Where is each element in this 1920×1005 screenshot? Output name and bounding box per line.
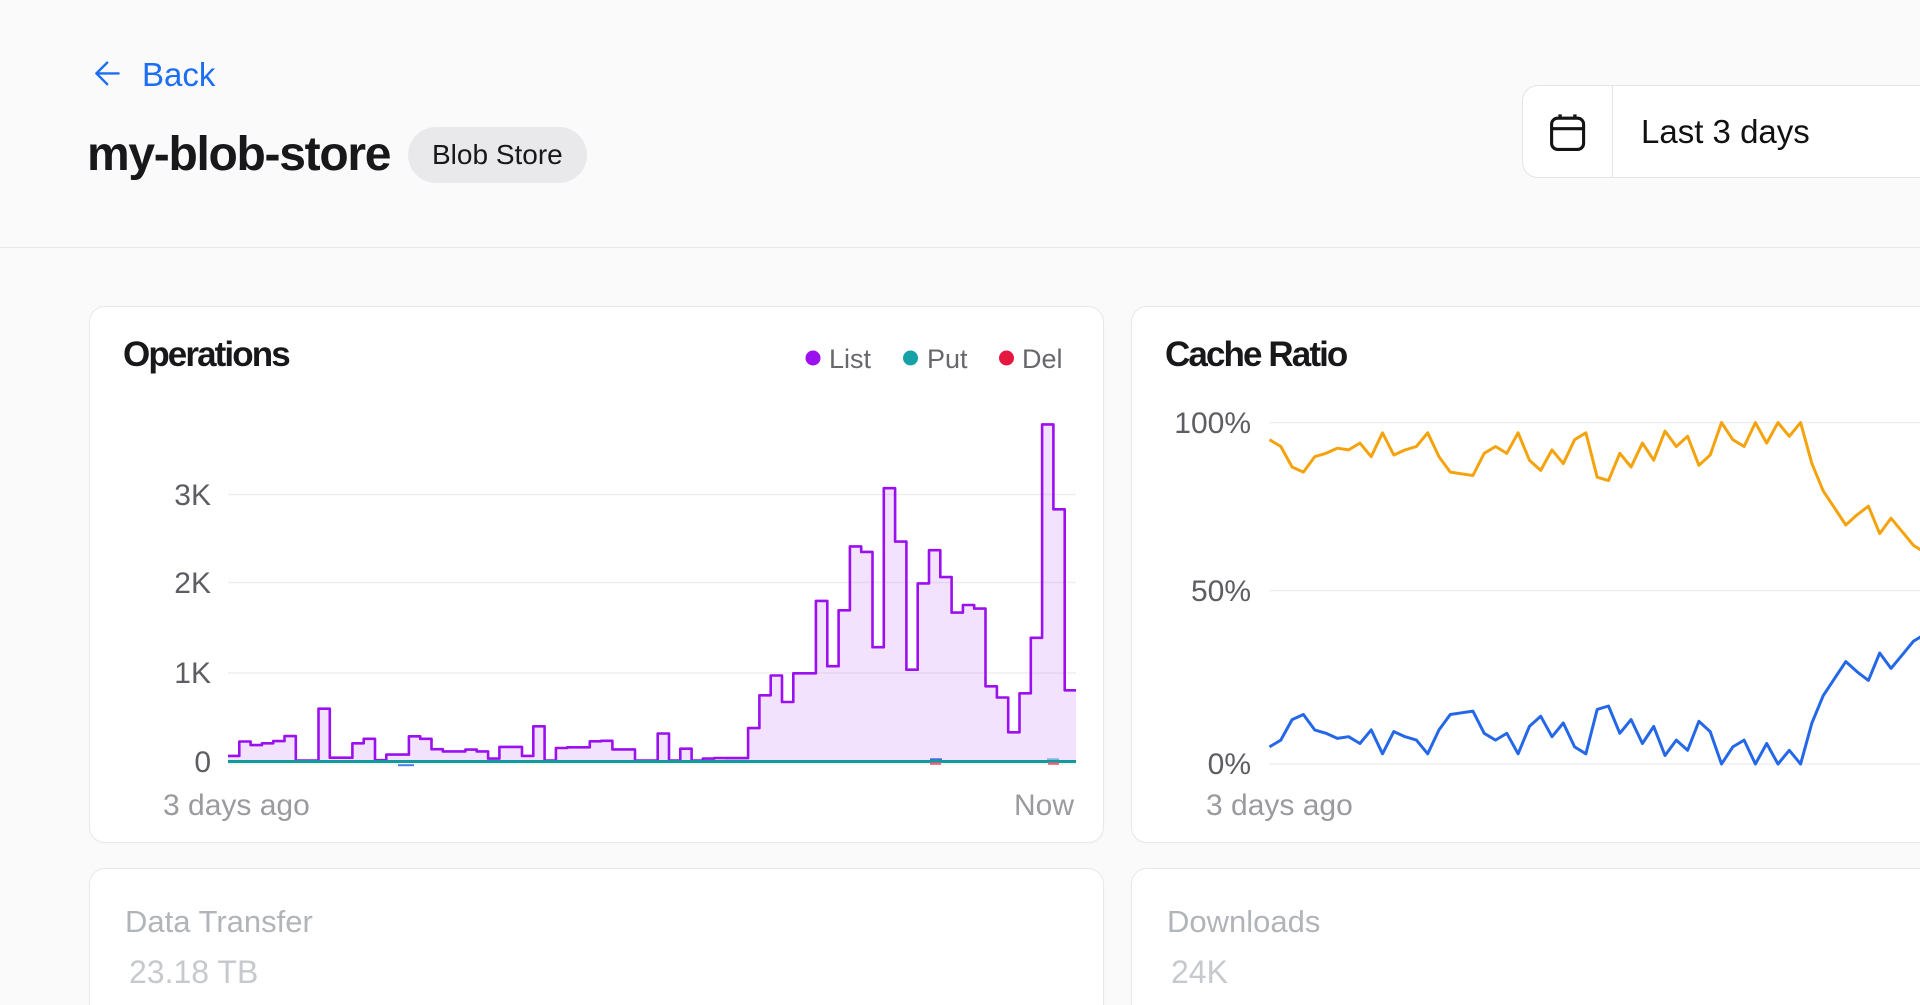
svg-text:0: 0 bbox=[194, 746, 211, 779]
svg-text:List: List bbox=[829, 344, 872, 374]
svg-text:Del: Del bbox=[1022, 344, 1063, 374]
svg-text:3 days ago: 3 days ago bbox=[163, 789, 310, 822]
svg-text:Now: Now bbox=[1014, 789, 1074, 822]
svg-text:2K: 2K bbox=[174, 567, 211, 600]
svg-text:0%: 0% bbox=[1208, 748, 1251, 781]
svg-text:3 days ago: 3 days ago bbox=[1206, 789, 1353, 822]
svg-text:100%: 100% bbox=[1174, 407, 1251, 440]
svg-text:Put: Put bbox=[927, 344, 968, 374]
svg-text:3K: 3K bbox=[174, 479, 211, 512]
svg-text:1K: 1K bbox=[174, 657, 211, 690]
svg-text:50%: 50% bbox=[1191, 575, 1251, 608]
